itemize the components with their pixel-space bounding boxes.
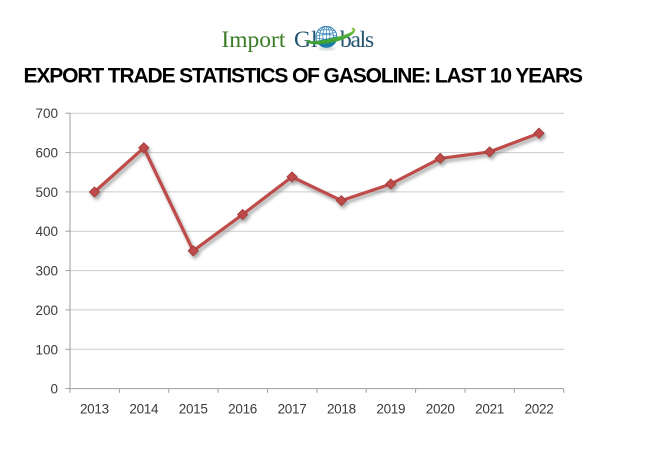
svg-text:2018: 2018 [327, 402, 356, 417]
svg-text:Gl: Gl [294, 27, 318, 53]
svg-text:500: 500 [35, 185, 58, 200]
svg-text:2021: 2021 [475, 402, 504, 417]
svg-text:100: 100 [35, 342, 58, 357]
svg-text:2014: 2014 [129, 402, 159, 417]
svg-text:400: 400 [35, 224, 58, 239]
svg-text:300: 300 [35, 264, 58, 279]
svg-text:2015: 2015 [179, 402, 208, 417]
svg-text:EXPORT TRADE STATISTICS OF GAS: EXPORT TRADE STATISTICS OF GASOLINE: LAS… [24, 64, 584, 87]
svg-text:2016: 2016 [228, 402, 257, 417]
svg-text:2013: 2013 [80, 402, 109, 417]
svg-text:bals: bals [340, 27, 374, 53]
svg-text:2022: 2022 [525, 402, 554, 417]
svg-text:2020: 2020 [426, 402, 455, 417]
svg-text:2017: 2017 [278, 402, 307, 417]
svg-text:700: 700 [35, 106, 58, 121]
svg-text:200: 200 [35, 303, 58, 318]
svg-text:600: 600 [35, 146, 58, 161]
svg-text:2019: 2019 [376, 402, 405, 417]
svg-text:0: 0 [50, 382, 58, 397]
svg-text:Import: Import [221, 27, 285, 53]
